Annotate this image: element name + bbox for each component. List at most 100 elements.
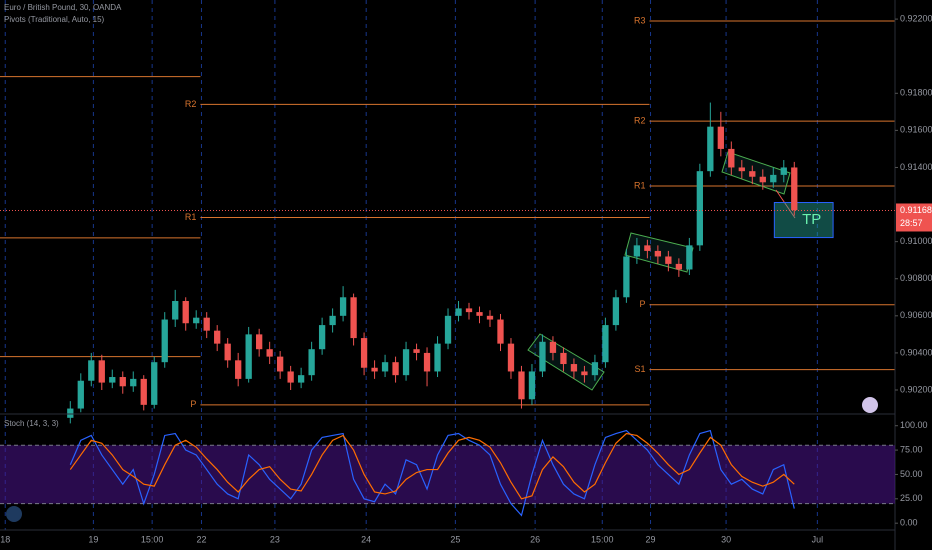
candle-body <box>119 377 126 387</box>
candle-body <box>759 176 766 183</box>
y-tick-label: 0.90200 <box>900 384 932 394</box>
x-tick-label: 18 <box>0 534 10 544</box>
pivot-label: R1 <box>185 212 197 222</box>
x-tick-label: Jul <box>812 534 824 544</box>
candle-body <box>109 377 116 383</box>
pivot-label: R1 <box>634 180 646 190</box>
candle-body <box>88 360 95 381</box>
candle-body <box>423 352 431 372</box>
candle-body <box>560 352 567 365</box>
candle-body <box>434 343 441 372</box>
candle-body <box>329 315 336 326</box>
candle-body <box>98 360 105 383</box>
candle-body <box>235 360 242 379</box>
candle-body <box>413 349 420 353</box>
indicator-title: Stoch (14, 3, 3) <box>4 419 59 428</box>
stoch-line <box>69 429 795 517</box>
candle-body <box>371 367 378 372</box>
candles <box>67 102 798 424</box>
candle-body <box>245 334 252 379</box>
candle-body <box>738 167 745 172</box>
candle-body <box>287 371 294 383</box>
candle-body <box>465 308 473 313</box>
last-price-label: 0.91168 <box>900 205 932 215</box>
candle-body <box>476 312 483 316</box>
countdown-label: 28:57 <box>900 218 923 228</box>
pivot-label: P <box>639 299 645 309</box>
candle-body <box>507 343 515 372</box>
y-tick-label: 50.00 <box>900 469 923 479</box>
candle-body <box>214 330 221 344</box>
candle-body <box>602 325 609 363</box>
y-tick-label: 0.00 <box>900 518 918 528</box>
y-tick-label: 0.90400 <box>900 347 932 357</box>
candle-body <box>151 362 158 405</box>
candle-body <box>591 362 599 376</box>
pivot-label: R3 <box>634 15 646 25</box>
x-tick-label: 29 <box>646 534 656 544</box>
candle-body <box>193 317 200 324</box>
pivot-label: R2 <box>185 99 197 109</box>
candle-body <box>497 319 504 344</box>
icon[interactable] <box>862 397 878 413</box>
candle-body <box>528 371 536 400</box>
y-tick-label: 0.90800 <box>900 273 932 283</box>
candle-body <box>140 378 147 405</box>
candle-body <box>350 297 357 339</box>
candle-body <box>360 338 368 368</box>
candle-body <box>339 297 347 316</box>
candle-body <box>612 297 620 326</box>
target-box <box>773 202 834 239</box>
candle-body <box>486 315 494 320</box>
pivot-label: R2 <box>634 115 646 125</box>
candle-body <box>539 341 546 372</box>
candle-body <box>266 349 273 357</box>
target-label: TP <box>802 211 821 228</box>
y-tick-label: 75.00 <box>900 444 923 454</box>
candle-body <box>224 343 231 361</box>
grid-layer: R2 R1 P R3 R2 R1 P S1 <box>0 0 895 530</box>
candle-body <box>256 334 263 350</box>
candle-body <box>549 341 557 353</box>
x-tick-label: 19 <box>88 534 98 544</box>
x-tick-label: 22 <box>196 534 206 544</box>
candle-body <box>696 171 703 246</box>
x-tick-label: 26 <box>530 534 540 544</box>
x-tick-label: 25 <box>450 534 460 544</box>
candle-body <box>654 250 662 257</box>
candle-body <box>717 126 724 149</box>
candle-body <box>770 174 777 183</box>
candle-body <box>518 371 525 400</box>
candle-body <box>381 362 389 372</box>
candle-body <box>455 308 462 316</box>
x-tick-label: 23 <box>270 534 280 544</box>
candle-body <box>77 380 84 409</box>
y-tick-label: 100.00 <box>900 420 928 430</box>
candle-body <box>633 245 641 257</box>
last-price-tag <box>896 203 932 232</box>
logo-icon[interactable] <box>6 506 22 522</box>
x-tick-label: 24 <box>361 534 371 544</box>
candle-body <box>308 349 315 376</box>
pivot-label: P <box>190 399 196 409</box>
candle-body <box>665 256 672 264</box>
y-tick-label: 0.90600 <box>900 310 932 320</box>
candle-body <box>172 300 179 320</box>
candle-body <box>749 171 756 177</box>
candle-body <box>728 148 735 168</box>
candle-body <box>570 364 578 372</box>
candle-body <box>182 300 189 324</box>
arrow <box>775 189 796 219</box>
x-tick-label: 30 <box>721 534 731 544</box>
candle-body <box>318 325 326 350</box>
candle-body <box>780 167 787 175</box>
pivot-label: S1 <box>634 364 645 374</box>
candle-body <box>276 356 284 372</box>
candle-body <box>203 317 210 331</box>
candle-body <box>444 315 452 344</box>
candle-body <box>686 245 693 270</box>
y-tick-label: 25.00 <box>900 493 923 503</box>
candle-body <box>791 167 798 211</box>
